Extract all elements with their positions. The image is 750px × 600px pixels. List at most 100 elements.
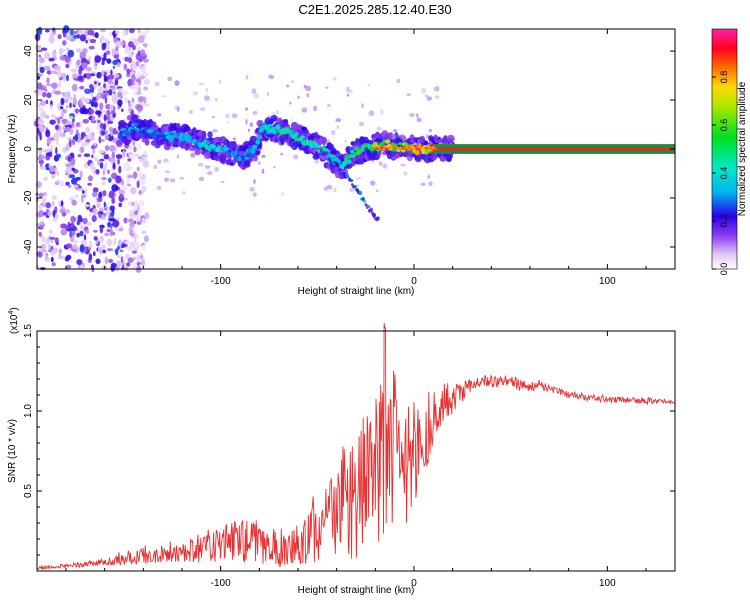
scatter-blob	[205, 87, 208, 93]
ridge-halo	[220, 154, 226, 163]
scatter-blob	[136, 166, 140, 171]
scatter-blob	[346, 93, 350, 97]
scatter-blob	[301, 107, 308, 113]
noise-blob	[42, 203, 47, 208]
noise-blob	[119, 249, 124, 253]
noise-blob	[136, 221, 142, 225]
noise-blob	[71, 167, 76, 171]
branch-blob	[376, 216, 380, 221]
scatter-blob	[313, 105, 318, 112]
noise-blob	[133, 220, 137, 224]
noise-blob	[110, 87, 117, 91]
noise-blob	[90, 73, 96, 77]
noise-blob	[99, 102, 104, 110]
scatter-blob	[421, 87, 426, 94]
scatter-blob	[211, 115, 215, 119]
noise-blob	[118, 202, 122, 208]
noise-blob	[67, 96, 74, 101]
noise-blob	[128, 226, 134, 235]
ridge-core	[243, 151, 247, 155]
noise-blob	[44, 126, 47, 133]
ridge-core	[255, 139, 260, 145]
scatter-blob	[198, 82, 204, 86]
noise-blob	[101, 130, 106, 136]
noise-blob	[143, 78, 151, 85]
noise-blob	[72, 243, 78, 250]
noise-blob	[45, 129, 51, 138]
scatter-blob	[169, 178, 176, 183]
noise-blob	[51, 195, 58, 201]
x-tick-label: -100	[211, 578, 231, 589]
noise-blob	[136, 46, 141, 51]
noise-blob	[138, 35, 145, 44]
noise-blob	[81, 190, 85, 194]
noise-blob	[142, 160, 150, 168]
noise-blob	[123, 63, 128, 70]
ridge-halo	[321, 138, 326, 146]
noise-blob	[79, 170, 83, 179]
scatter-blob	[156, 185, 162, 190]
noise-blob	[37, 156, 43, 161]
noise-blob	[106, 238, 113, 247]
noise-blob	[108, 83, 116, 87]
noise-blob	[97, 86, 104, 94]
noise-blob	[99, 162, 104, 169]
noise-blob	[62, 31, 67, 38]
ridge-core	[163, 130, 170, 136]
scatter-blob	[157, 113, 162, 117]
noise-blob	[76, 187, 84, 191]
noise-blob	[74, 240, 78, 244]
noise-blob	[65, 64, 69, 68]
noise-blob	[79, 230, 84, 237]
spectrogram-x-ticks: -100 0 100	[65, 29, 647, 287]
noise-blob	[109, 205, 115, 211]
scatter-blob	[249, 187, 255, 192]
noise-blob	[62, 48, 66, 53]
y-tick-label: 0	[23, 146, 34, 152]
noise-blob	[102, 166, 107, 172]
noise-blob	[46, 148, 52, 153]
noise-blob	[136, 235, 139, 239]
noise-blob	[130, 244, 134, 252]
noise-blob	[66, 47, 69, 52]
noise-blob	[50, 114, 57, 118]
scatter-blob	[378, 161, 383, 167]
noise-blob	[89, 83, 94, 89]
noise-blob	[62, 92, 68, 98]
noise-blob	[61, 119, 67, 122]
noise-blob	[52, 132, 60, 141]
noise-blob	[134, 210, 138, 215]
noise-blob	[81, 62, 88, 69]
noise-blob	[50, 144, 53, 151]
noise-blob	[41, 249, 48, 253]
noise-blob	[128, 85, 135, 90]
noise-blob	[84, 188, 88, 196]
noise-blob	[129, 211, 135, 217]
noise-blob	[91, 154, 94, 159]
noise-blob	[57, 103, 62, 111]
noise-blob	[131, 250, 137, 254]
scatter-blob	[214, 166, 220, 172]
noise-blob	[57, 117, 61, 125]
noise-blob	[128, 57, 133, 64]
spectrogram-steady-band	[373, 144, 675, 154]
noise-blob	[127, 175, 134, 178]
noise-blob	[65, 53, 69, 57]
ridge-core	[203, 139, 208, 143]
noise-blob	[116, 62, 121, 68]
svg-text:(x104): (x104)	[8, 307, 20, 334]
y-tick-label: 40	[23, 45, 34, 57]
scatter-blob	[368, 110, 375, 117]
noise-blob	[50, 104, 53, 110]
noise-blob	[60, 72, 67, 78]
snr-frame	[36, 330, 676, 572]
scatter-blob	[214, 98, 218, 102]
ridge-halo	[115, 139, 123, 148]
noise-blob	[126, 68, 131, 75]
noise-blob	[104, 134, 110, 141]
noise-blob	[87, 29, 94, 36]
ridge-core	[228, 149, 232, 153]
scatter-blob	[326, 103, 331, 108]
scatter-blob	[227, 121, 230, 124]
noise-blob	[101, 60, 105, 66]
